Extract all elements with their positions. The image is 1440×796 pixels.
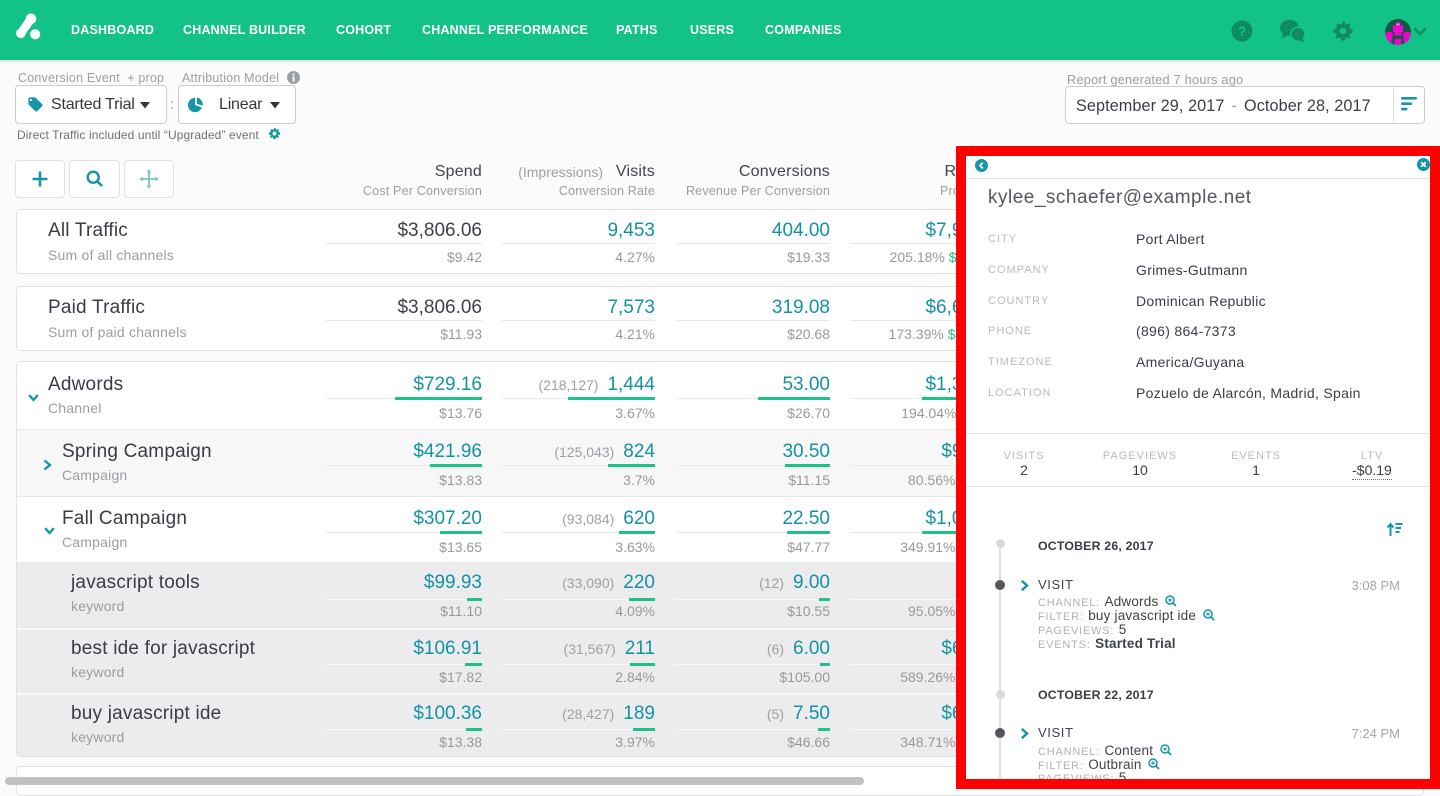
svg-text:?: ? [1238, 24, 1246, 39]
